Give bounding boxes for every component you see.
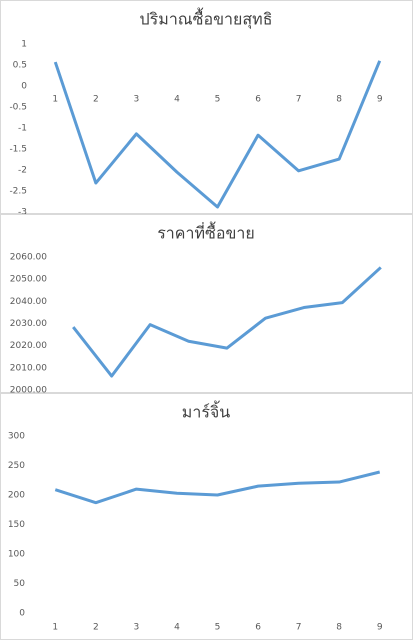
y-tick-label: 150 <box>8 520 25 530</box>
x-tick-label: 1 <box>52 623 58 633</box>
x-tick-label: 3 <box>134 623 140 633</box>
x-tick-label: 2 <box>93 623 99 633</box>
y-tick-label: 0 <box>21 82 27 92</box>
y-tick-label: -0.5 <box>9 103 27 113</box>
x-tick-label: 8 <box>336 95 342 105</box>
y-tick-label: 2050.00 <box>10 275 47 285</box>
line <box>53 60 382 209</box>
y-tick-label: -2 <box>18 166 27 176</box>
y-tick-label: 100 <box>8 550 25 560</box>
x-tick-label: 9 <box>377 623 383 633</box>
y-tick-label: 0 <box>19 609 25 619</box>
y-tick-label: 250 <box>8 461 25 471</box>
x-tick-label: 2 <box>93 95 99 105</box>
x-tick-label: 6 <box>255 623 261 633</box>
x-tick-label: 4 <box>174 623 180 633</box>
x-tick-label: 8 <box>336 623 342 633</box>
chart-panel <box>0 0 413 214</box>
y-tick-label: 2020.00 <box>10 341 47 351</box>
chart-panel <box>0 393 413 640</box>
chart-title: มาร์จิ้น <box>182 401 231 422</box>
x-tick-label: 9 <box>377 95 383 105</box>
x-tick-label: 4 <box>174 95 180 105</box>
chart-title: ราคาที่ซื้อขาย <box>157 222 255 243</box>
y-tick-label: 2040.00 <box>10 297 47 307</box>
x-tick-label: 7 <box>296 95 302 105</box>
y-tick-label: 50 <box>14 579 26 589</box>
y-tick-label: -1.5 <box>9 145 27 155</box>
x-tick-label: 3 <box>134 95 140 105</box>
y-tick-label: -1 <box>18 124 27 134</box>
chart-panel <box>0 214 413 393</box>
x-tick-label: 7 <box>296 623 302 633</box>
y-tick-label: -3 <box>18 208 27 218</box>
x-tick-label: 5 <box>215 95 221 105</box>
chart-title: ปริมาณซื้อขายสุทธิ <box>140 8 273 30</box>
x-tick-label: 6 <box>255 95 261 105</box>
y-tick-label: 2000.00 <box>10 386 47 396</box>
y-tick-label: 2060.00 <box>10 253 47 263</box>
x-tick-label: 1 <box>52 95 58 105</box>
x-tick-label: 5 <box>215 623 221 633</box>
y-tick-label: 2010.00 <box>10 363 47 373</box>
line <box>72 266 382 378</box>
y-tick-label: 200 <box>8 491 25 501</box>
y-tick-label: -2.5 <box>9 187 27 197</box>
y-tick-label: 1 <box>21 40 27 50</box>
y-tick-label: 300 <box>8 432 25 442</box>
line <box>54 470 381 505</box>
y-tick-label: 0.5 <box>13 61 27 71</box>
y-tick-label: 2030.00 <box>10 319 47 329</box>
